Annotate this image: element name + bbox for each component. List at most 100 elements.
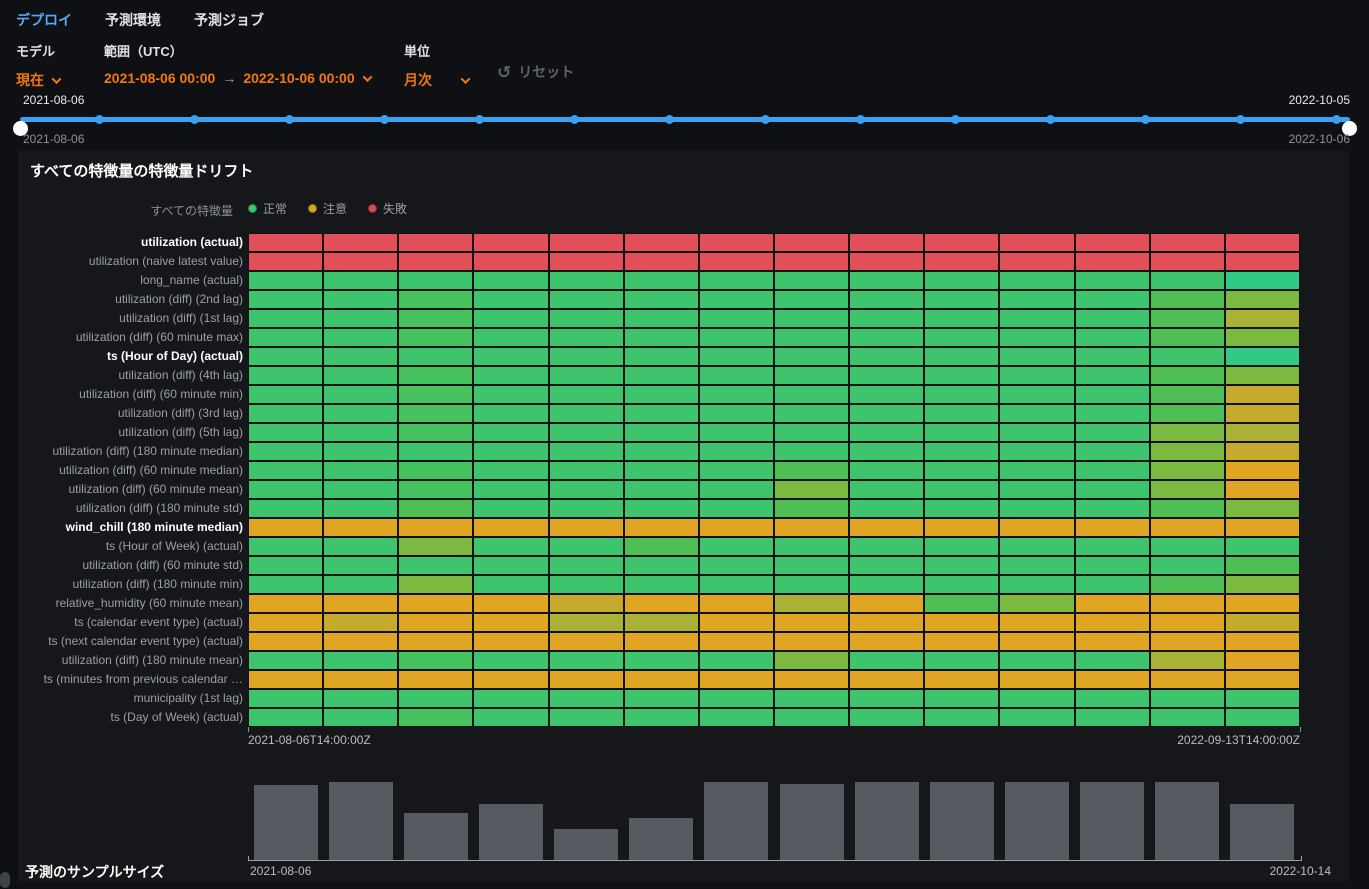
heatmap-cell[interactable] (775, 500, 849, 517)
heatmap-cell[interactable] (324, 443, 398, 460)
heatmap-cell[interactable] (925, 576, 999, 593)
heatmap-cell[interactable] (549, 595, 623, 612)
heatmap-cell[interactable] (624, 348, 698, 365)
heatmap-cell[interactable] (1225, 310, 1299, 327)
heatmap-cell[interactable] (474, 652, 548, 669)
heatmap-cell[interactable] (249, 329, 323, 346)
heatmap-cell[interactable] (324, 291, 398, 308)
heatmap-cell[interactable] (1225, 500, 1299, 517)
heatmap-cell[interactable] (925, 614, 999, 631)
heatmap-cell[interactable] (474, 633, 548, 650)
heatmap-cell[interactable] (1075, 557, 1149, 574)
heatmap-cell[interactable] (1225, 234, 1299, 251)
heatmap-cell[interactable] (1150, 538, 1224, 555)
heatmap-cell[interactable] (1000, 329, 1074, 346)
heatmap-cell[interactable] (925, 481, 999, 498)
heatmap-cell[interactable] (549, 614, 623, 631)
heatmap-cell[interactable] (474, 690, 548, 707)
heatmap-cell[interactable] (1225, 424, 1299, 441)
heatmap-cell[interactable] (1225, 348, 1299, 365)
heatmap-cell[interactable] (474, 234, 548, 251)
heatmap-cell[interactable] (699, 424, 773, 441)
heatmap-cell[interactable] (324, 576, 398, 593)
heatmap-cell[interactable] (1075, 272, 1149, 289)
heatmap-cell[interactable] (549, 424, 623, 441)
tab-deploy[interactable]: デプロイ (16, 12, 72, 28)
heatmap-cell[interactable] (549, 709, 623, 726)
sample-size-bar[interactable] (704, 782, 769, 860)
heatmap-cell[interactable] (850, 614, 924, 631)
heatmap-cell[interactable] (399, 538, 473, 555)
heatmap-cell[interactable] (249, 709, 323, 726)
legend-item[interactable]: 注意 (308, 200, 347, 217)
heatmap-cell[interactable] (474, 557, 548, 574)
heatmap-cell[interactable] (399, 348, 473, 365)
heatmap-cell[interactable] (249, 234, 323, 251)
heatmap-cell[interactable] (624, 595, 698, 612)
heatmap-cell[interactable] (925, 652, 999, 669)
heatmap-cell[interactable] (549, 500, 623, 517)
heatmap-cell[interactable] (1075, 633, 1149, 650)
heatmap-cell[interactable] (775, 538, 849, 555)
heatmap-cell[interactable] (624, 519, 698, 536)
heatmap-cell[interactable] (850, 367, 924, 384)
heatmap-cell[interactable] (1225, 405, 1299, 422)
heatmap-cell[interactable] (925, 424, 999, 441)
heatmap-cell[interactable] (474, 500, 548, 517)
heatmap-cell[interactable] (925, 291, 999, 308)
heatmap-cell[interactable] (1150, 424, 1224, 441)
heatmap-cell[interactable] (1225, 386, 1299, 403)
heatmap-cell[interactable] (699, 367, 773, 384)
heatmap-cell[interactable] (1000, 633, 1074, 650)
heatmap-cell[interactable] (399, 595, 473, 612)
heatmap-cell[interactable] (1225, 576, 1299, 593)
heatmap-cell[interactable] (549, 443, 623, 460)
heatmap-cell[interactable] (1000, 690, 1074, 707)
heatmap-cell[interactable] (1075, 367, 1149, 384)
heatmap-cell[interactable] (399, 329, 473, 346)
heatmap-cell[interactable] (474, 367, 548, 384)
heatmap-cell[interactable] (1000, 538, 1074, 555)
heatmap-cell[interactable] (249, 310, 323, 327)
heatmap-cell[interactable] (624, 386, 698, 403)
heatmap-cell[interactable] (1225, 291, 1299, 308)
sample-size-bar[interactable] (554, 829, 619, 860)
heatmap-cell[interactable] (925, 348, 999, 365)
heatmap-cell[interactable] (699, 576, 773, 593)
heatmap-cell[interactable] (1225, 538, 1299, 555)
heatmap-cell[interactable] (249, 462, 323, 479)
heatmap-cell[interactable] (1000, 386, 1074, 403)
heatmap-cell[interactable] (850, 538, 924, 555)
heatmap-cell[interactable] (399, 367, 473, 384)
heatmap-cell[interactable] (549, 652, 623, 669)
heatmap-cell[interactable] (850, 348, 924, 365)
heatmap-cell[interactable] (399, 633, 473, 650)
heatmap-cell[interactable] (249, 690, 323, 707)
heatmap-cell[interactable] (850, 253, 924, 270)
heatmap-cell[interactable] (1075, 291, 1149, 308)
heatmap-cell[interactable] (1150, 234, 1224, 251)
heatmap-cell[interactable] (474, 671, 548, 688)
sample-size-bar[interactable] (629, 818, 694, 860)
heatmap-cell[interactable] (1075, 481, 1149, 498)
heatmap-cell[interactable] (249, 557, 323, 574)
heatmap-cell[interactable] (1150, 348, 1224, 365)
heatmap-cell[interactable] (1000, 595, 1074, 612)
heatmap-cell[interactable] (775, 443, 849, 460)
heatmap-cell[interactable] (549, 690, 623, 707)
legend-item[interactable]: 正常 (248, 200, 287, 217)
heatmap-cell[interactable] (1150, 709, 1224, 726)
heatmap-cell[interactable] (249, 291, 323, 308)
heatmap-cell[interactable] (399, 424, 473, 441)
sample-size-bar[interactable] (328, 782, 393, 860)
heatmap-cell[interactable] (1225, 671, 1299, 688)
heatmap-cell[interactable] (324, 386, 398, 403)
heatmap-cell[interactable] (775, 462, 849, 479)
heatmap-cell[interactable] (775, 291, 849, 308)
heatmap-cell[interactable] (775, 519, 849, 536)
heatmap-cell[interactable] (699, 291, 773, 308)
heatmap-cell[interactable] (1150, 310, 1224, 327)
heatmap-cell[interactable] (324, 690, 398, 707)
heatmap-cell[interactable] (850, 272, 924, 289)
heatmap-cell[interactable] (699, 234, 773, 251)
